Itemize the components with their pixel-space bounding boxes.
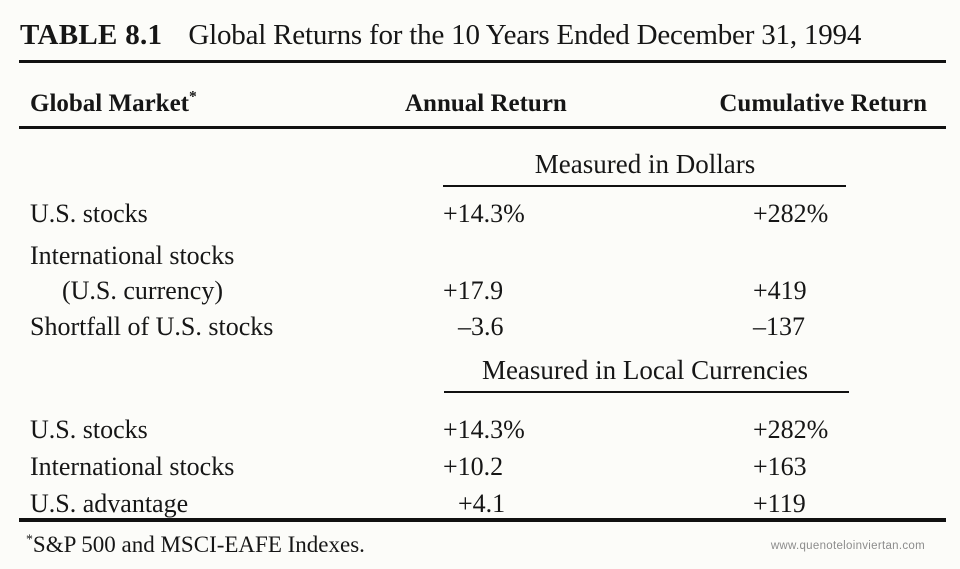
cumulative-return-value: +282% (753, 199, 829, 228)
cumulative-return-value: +419 (753, 276, 807, 305)
column-header-global-market: Global Market* (30, 88, 197, 118)
table-row: (U.S. currency) +17.9 +419 (0, 276, 960, 306)
cumulative-return-value: +163 (753, 452, 807, 481)
row-label: Shortfall of U.S. stocks (30, 312, 274, 341)
table-row: International stocks +10.2 +163 (0, 452, 960, 482)
cumulative-return-value: +119 (753, 489, 806, 518)
annual-return-value: –3.6 (458, 312, 504, 341)
cumulative-return-value: +282% (753, 415, 829, 444)
table-number: TABLE 8.1 (20, 19, 163, 51)
table-row: Shortfall of U.S. stocks –3.6 –137 (0, 312, 960, 342)
divider-header (19, 126, 946, 129)
column-header-annual-return: Annual Return (405, 90, 567, 117)
section-heading-dollars: Measured in Dollars (534, 149, 756, 179)
table-caption: TABLE 8.1 Global Returns for the 10 Years… (20, 19, 861, 52)
annual-return-value: +17.9 (443, 276, 504, 305)
table-row: U.S. stocks +14.3% +282% (0, 199, 960, 229)
row-label: (U.S. currency) (62, 276, 223, 305)
row-label: International stocks (30, 452, 235, 481)
footnote: *S&P 500 and MSCI-EAFE Indexes. (26, 532, 365, 558)
section-heading-local-currencies: Measured in Local Currencies (481, 355, 809, 385)
row-label: U.S. advantage (30, 489, 189, 518)
row-label: U.S. stocks (30, 199, 148, 228)
table-row: International stocks (0, 241, 960, 271)
annual-return-value: +4.1 (458, 489, 506, 518)
annual-return-value: +14.3% (443, 415, 525, 444)
table-row: U.S. stocks +14.3% +282% (0, 415, 960, 445)
footnote-text: S&P 500 and MSCI-EAFE Indexes. (32, 532, 365, 557)
table-row: U.S. advantage +4.1 +119 (0, 489, 960, 519)
table-title: Global Returns for the 10 Years Ended De… (188, 19, 862, 51)
footnote-marker-superscript: * (189, 88, 197, 106)
divider-top (19, 60, 946, 63)
annual-return-value: +14.3% (443, 199, 525, 228)
cumulative-return-value: –137 (753, 312, 805, 341)
footnote-marker: * (26, 531, 33, 547)
row-label: U.S. stocks (30, 415, 148, 444)
section-underline-local-currencies (444, 391, 849, 393)
annual-return-value: +10.2 (443, 452, 504, 481)
divider-bottom (19, 518, 946, 522)
watermark-url: www.quenoteloinviertan.com (770, 540, 925, 552)
row-label: International stocks (30, 241, 235, 270)
section-underline-dollars (443, 185, 846, 187)
column-header-global-market-label: Global Market (30, 90, 190, 117)
column-header-cumulative-return: Cumulative Return (719, 90, 927, 117)
